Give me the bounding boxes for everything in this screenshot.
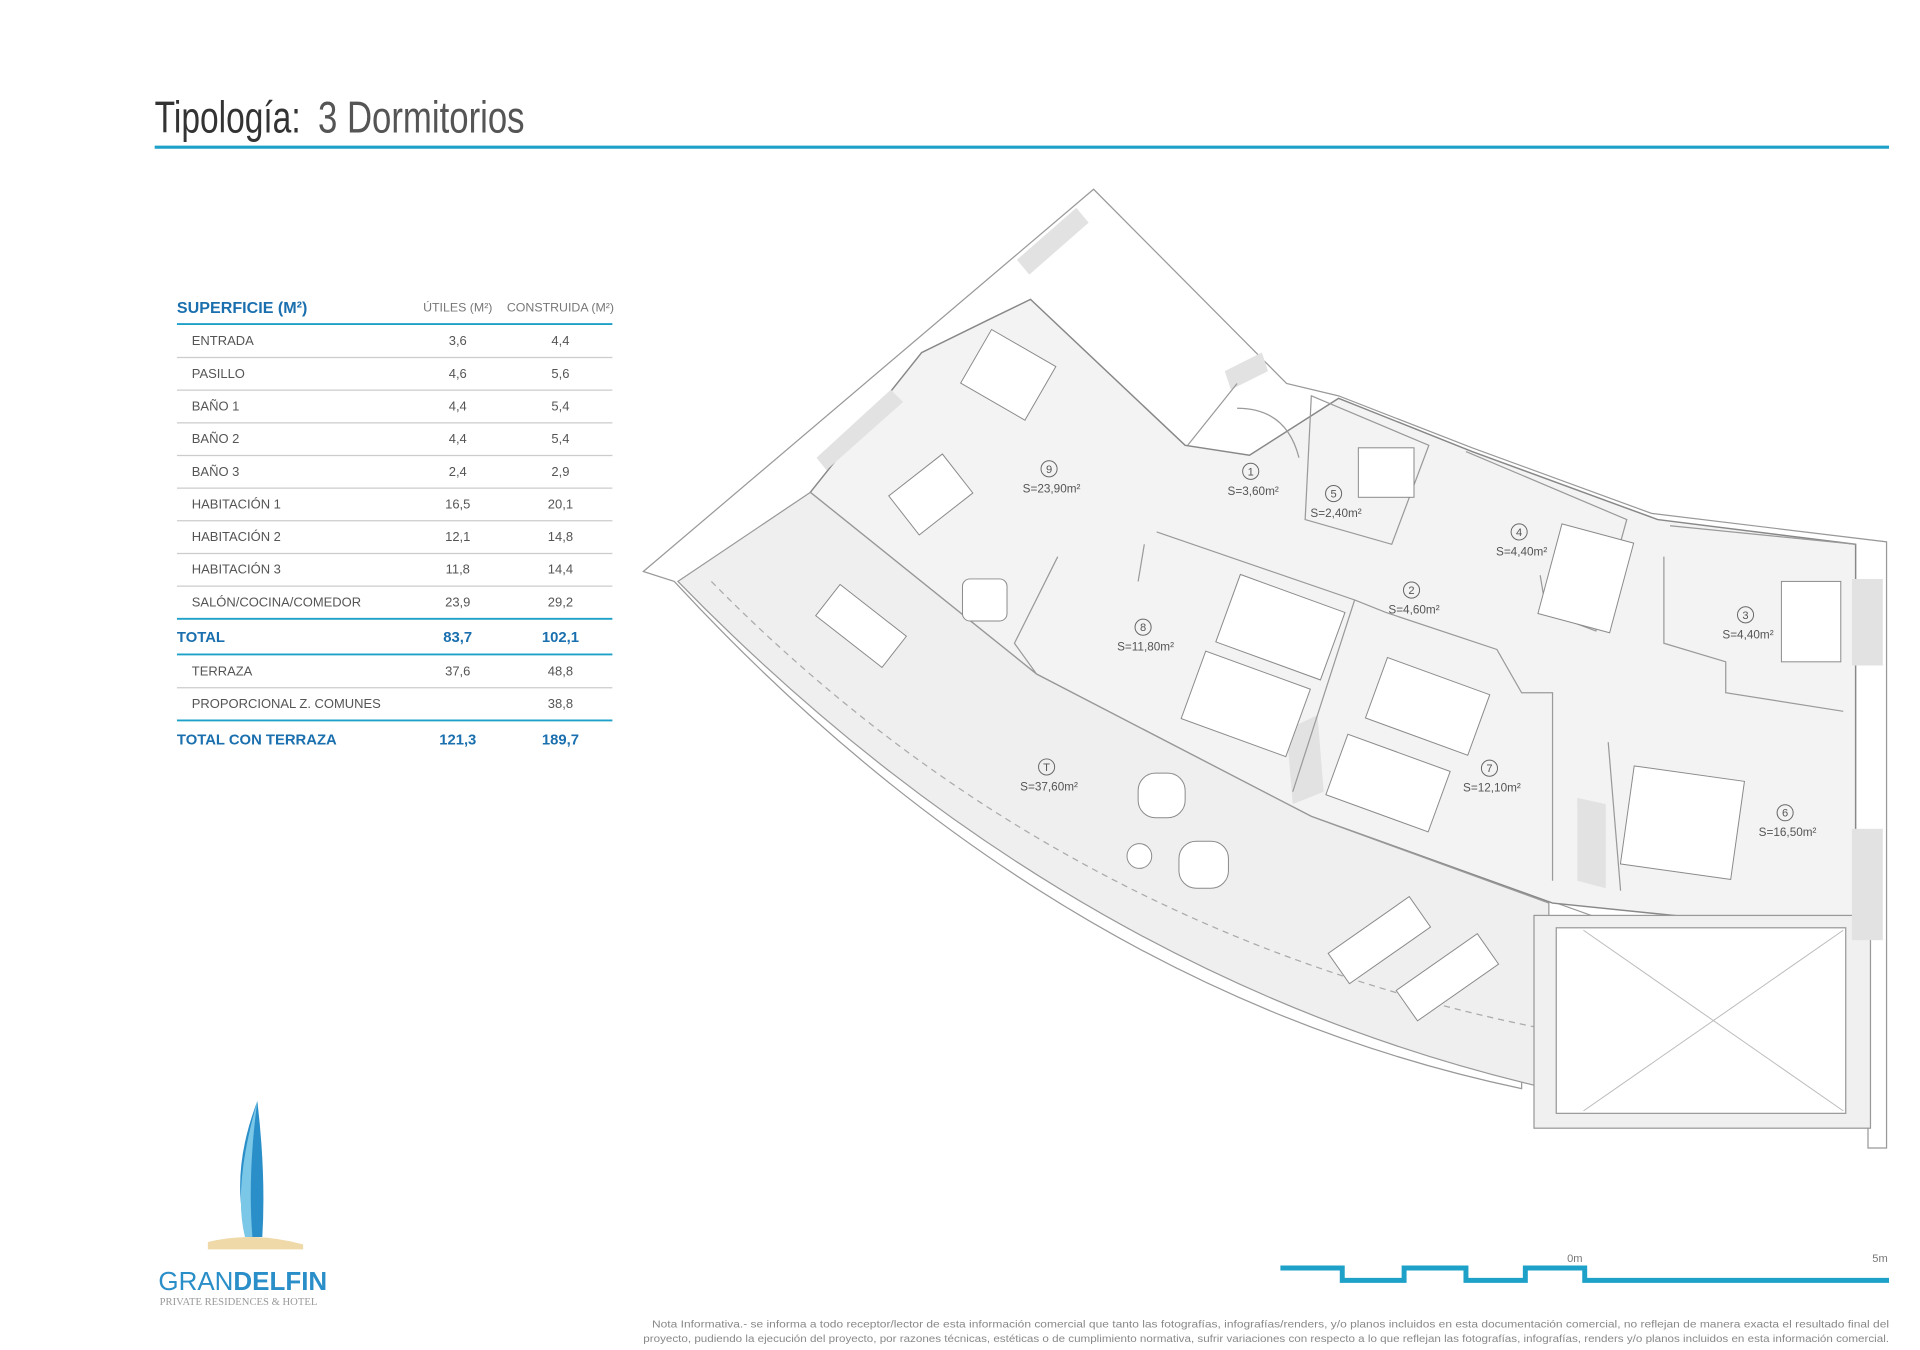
row-label: PASILLO (192, 366, 245, 381)
row-construida: 20,1 (548, 496, 573, 511)
row-label: HABITACIÓN 3 (192, 562, 281, 577)
room-number-circle (1402, 581, 1421, 599)
room-number: 2 (1408, 585, 1414, 597)
room-number-circle (1325, 485, 1343, 503)
row-label: TOTAL CON TERRAZA (177, 733, 337, 749)
room-number: T (1043, 762, 1050, 774)
row-label: PROPORCIONAL Z. COMUNES (192, 696, 381, 711)
row-utiles: 12,1 (445, 529, 470, 544)
row-label: BAÑO 3 (192, 464, 240, 479)
row-utiles: 23,9 (445, 594, 470, 609)
row-utiles: 121,3 (439, 733, 476, 749)
logo-brand-light: GRAN (158, 1266, 233, 1296)
floor-plan (642, 188, 1888, 1149)
row-utiles: 16,5 (445, 496, 470, 511)
row-utiles: 37,6 (445, 663, 470, 678)
row-construida: 2,9 (551, 464, 569, 479)
room-number: 6 (1782, 808, 1788, 820)
room-area: S=12,10m² (1463, 782, 1521, 795)
row-label: BAÑO 2 (192, 431, 240, 446)
row-utiles: 2,4 (449, 464, 467, 479)
logo-tagline: PRIVATE RESIDENCES & HOTEL (160, 1297, 318, 1308)
row-label: HABITACIÓN 1 (192, 496, 281, 511)
room-number: 7 (1486, 763, 1492, 775)
room-area: S=23,90m² (1023, 482, 1081, 495)
row-label: TOTAL (177, 630, 225, 646)
room-number-circle (1480, 759, 1498, 777)
room-area: S=4,40m² (1496, 545, 1547, 558)
row-construida: 4,4 (551, 333, 569, 348)
note-line: proyecto, pudiendo la ejecución del proy… (643, 1334, 1889, 1345)
room-number: 4 (1516, 527, 1522, 539)
room-area: S=11,80m² (1117, 641, 1174, 654)
row-utiles: 11,8 (446, 562, 470, 577)
note-line: Nota Informativa.- se informa a todo rec… (652, 1319, 1889, 1330)
row-construida: 189,7 (542, 733, 579, 749)
row-utiles: 4,6 (449, 366, 467, 381)
room-labels: 9 S=23,90m² 1 S=3,60m² 5 S=2,40m² 4 S=4,40m² 2 S=… (1020, 460, 1817, 839)
row-construida: 102,1 (542, 630, 579, 646)
room-area: S=3,60m² (1228, 485, 1279, 498)
table-header: SUPERFICIE (M²) (177, 299, 307, 317)
room-area: S=4,40m² (1722, 628, 1773, 641)
room-number-circle (1736, 606, 1755, 624)
row-construida: 14,8 (548, 529, 573, 544)
row-construida: 48,8 (548, 663, 573, 678)
room-number-circle (1242, 462, 1260, 480)
room-number: 9 (1046, 464, 1052, 476)
scale-start: 0m (1567, 1253, 1582, 1265)
area-table: SUPERFICIE (M²) ÚTILES (M²) CONSTRUIDA (M²… (176, 299, 614, 749)
room-area: S=4,60m² (1388, 604, 1439, 617)
row-construida: 5,4 (551, 398, 569, 413)
scale-bar: 0m 5m (1280, 1253, 1890, 1283)
logo-brand: GRANDELFIN (158, 1266, 327, 1296)
row-utiles: 4,4 (449, 431, 467, 446)
row-label: TERRAZA (192, 663, 253, 678)
room-number-circle (1510, 523, 1528, 541)
row-label: SALÓN/COCINA/COMEDOR (192, 594, 361, 609)
row-label: BAÑO 1 (192, 398, 240, 413)
row-label: ENTRADA (192, 333, 254, 348)
room-area: S=2,40m² (1310, 507, 1361, 520)
room-number-circle (1038, 758, 1056, 776)
room-number: 3 (1742, 610, 1748, 622)
logo: GRANDELFIN PRIVATE RESIDENCES & HOTEL (158, 1100, 327, 1308)
table-header: CONSTRUIDA (M²) (507, 301, 614, 315)
scale-end: 5m (1872, 1253, 1887, 1265)
row-utiles: 3,6 (449, 333, 467, 348)
row-utiles: 83,7 (443, 630, 472, 646)
row-construida: 5,4 (551, 431, 569, 446)
header-title: 3 Dormitorios (318, 93, 525, 142)
room-number: 1 (1248, 466, 1254, 478)
row-construida: 38,8 (548, 696, 573, 711)
room-area: S=37,60m² (1020, 780, 1078, 793)
table-header: ÚTILES (M²) (423, 300, 492, 315)
row-construida: 29,2 (548, 594, 573, 609)
row-label: HABITACIÓN 2 (192, 529, 281, 544)
room-number-circle (1134, 618, 1152, 636)
row-construida: 5,6 (551, 366, 569, 381)
row-utiles: 4,4 (449, 398, 467, 413)
room-area: S=16,50m² (1759, 826, 1817, 839)
header-label: Tipología: (155, 93, 301, 142)
room-number-circle (1040, 460, 1058, 478)
room-number: 8 (1140, 622, 1146, 634)
room-number-circle (1776, 804, 1794, 822)
room-number: 5 (1330, 489, 1336, 501)
row-construida: 14,4 (548, 562, 573, 577)
logo-brand-bold: DELFIN (233, 1266, 327, 1296)
